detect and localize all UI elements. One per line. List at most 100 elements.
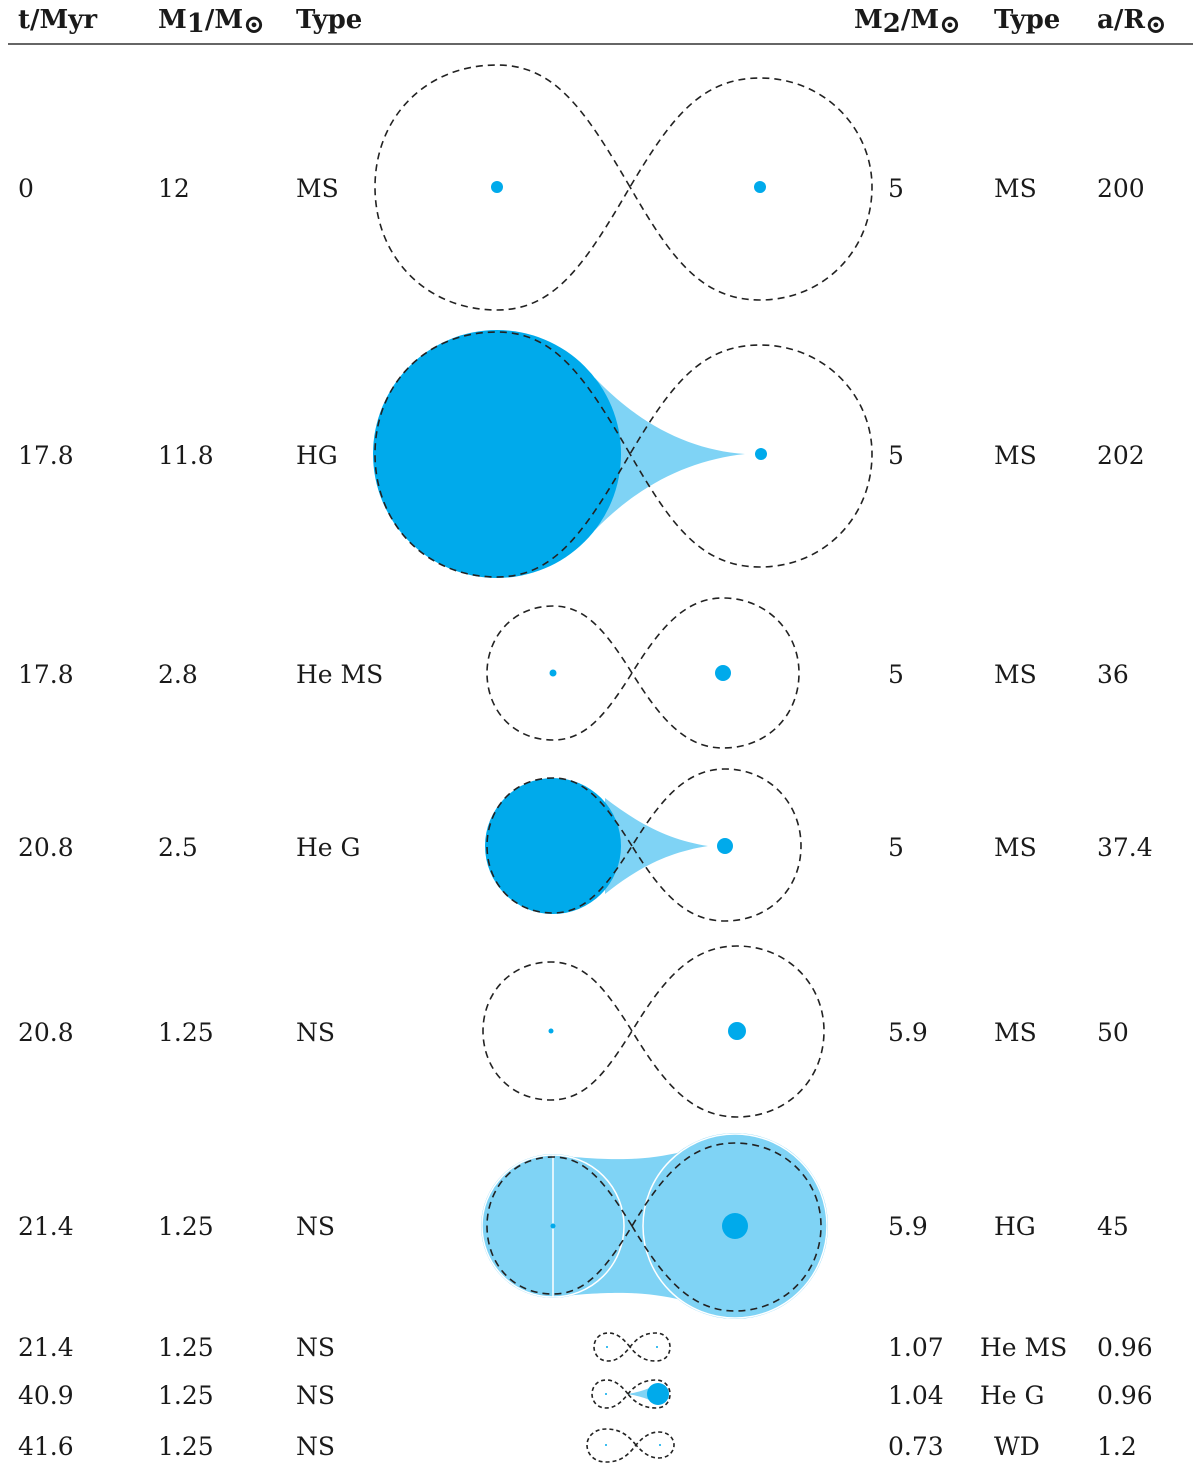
cell-type2: WD bbox=[994, 1432, 1040, 1461]
binary-system-diagram bbox=[481, 1133, 828, 1319]
row-9: 41.6 1.25 NS 0.73 WD 1.2 bbox=[18, 1428, 1137, 1463]
envelope-boundary bbox=[642, 1133, 828, 1319]
cell-type1: He MS bbox=[296, 660, 383, 689]
cell-type1: NS bbox=[296, 1018, 335, 1047]
cell-m1: 11.8 bbox=[158, 441, 214, 470]
cell-time: 20.8 bbox=[18, 1018, 74, 1047]
cell-type1: NS bbox=[296, 1212, 335, 1241]
cell-time: 20.8 bbox=[18, 833, 74, 862]
binary-system-diagram bbox=[482, 945, 825, 1118]
roche-lobe-outline bbox=[586, 1428, 675, 1463]
primary-star bbox=[549, 669, 557, 677]
binary-system-diagram bbox=[586, 1428, 675, 1463]
primary-star bbox=[605, 1444, 607, 1446]
cell-m1: 1.25 bbox=[158, 1333, 214, 1362]
cell-m2: 5.9 bbox=[888, 1018, 928, 1047]
binary-system-diagram bbox=[485, 768, 802, 922]
secondary-star bbox=[722, 1213, 748, 1239]
roche-lobe-outline bbox=[486, 597, 800, 749]
secondary-star bbox=[755, 448, 767, 460]
cell-time: 41.6 bbox=[18, 1432, 74, 1461]
header-m2: M2/M⊙ bbox=[854, 5, 961, 40]
cell-type2: MS bbox=[994, 1018, 1037, 1047]
cell-type2: HG bbox=[994, 1212, 1036, 1241]
cell-m1: 1.25 bbox=[158, 1212, 214, 1241]
roche-lobe-outline bbox=[486, 768, 802, 922]
cell-m2: 0.73 bbox=[888, 1432, 944, 1461]
cell-type2: MS bbox=[994, 833, 1037, 862]
binary-system-diagram bbox=[593, 1332, 671, 1362]
cell-m1: 1.25 bbox=[158, 1018, 214, 1047]
primary-star bbox=[491, 181, 503, 193]
secondary-star bbox=[647, 1383, 669, 1405]
cell-type2: He MS bbox=[980, 1333, 1067, 1362]
secondary-star bbox=[715, 665, 731, 681]
roche-lobe-outline bbox=[374, 64, 873, 311]
row-8: 40.9 1.25 NS 1.04 He G 0.96 bbox=[18, 1379, 1153, 1410]
binary-system-diagram bbox=[486, 597, 800, 749]
binary-system-diagram bbox=[374, 64, 873, 311]
header-m1: M1/M⊙ bbox=[158, 5, 265, 40]
cell-separation: 202 bbox=[1097, 441, 1145, 470]
cell-m2: 5 bbox=[888, 174, 904, 203]
binary-system-diagram bbox=[591, 1379, 671, 1409]
header-time: t/Myr bbox=[18, 5, 97, 35]
header-type2: Type bbox=[994, 5, 1060, 35]
cell-m2: 1.07 bbox=[888, 1333, 944, 1362]
cell-m1: 2.5 bbox=[158, 833, 198, 862]
roche-lobe-outline bbox=[486, 1142, 822, 1312]
secondary-star bbox=[656, 1346, 658, 1348]
cell-m1: 1.25 bbox=[158, 1432, 214, 1461]
primary-star bbox=[548, 1028, 554, 1034]
cell-type1: NS bbox=[296, 1333, 335, 1362]
roche-lobe-outline bbox=[482, 945, 825, 1118]
cell-time: 0 bbox=[18, 174, 34, 203]
row-4: 20.8 2.5 He G 5 MS 37.4 bbox=[18, 768, 1153, 922]
mass-transfer-stream bbox=[595, 378, 745, 530]
cell-time: 17.8 bbox=[18, 441, 74, 470]
primary-star bbox=[606, 1346, 608, 1348]
mass-transfer-stream bbox=[605, 798, 708, 894]
cell-type1: MS bbox=[296, 174, 339, 203]
cell-time: 17.8 bbox=[18, 660, 74, 689]
roche-lobe-outline bbox=[593, 1332, 671, 1362]
cell-separation: 36 bbox=[1097, 660, 1129, 689]
cell-time: 40.9 bbox=[18, 1381, 74, 1410]
cell-m1: 12 bbox=[158, 174, 190, 203]
cell-m1: 1.25 bbox=[158, 1381, 214, 1410]
cell-m2: 5 bbox=[888, 660, 904, 689]
row-2: 17.8 11.8 HG 5 MS 202 bbox=[18, 330, 1145, 578]
cell-type2: MS bbox=[994, 174, 1037, 203]
cell-type2: MS bbox=[994, 660, 1037, 689]
row-3: 17.8 2.8 He MS 5 MS 36 bbox=[18, 597, 1129, 749]
cell-separation: 0.96 bbox=[1097, 1381, 1153, 1410]
roche-lobe-outline bbox=[374, 331, 873, 578]
cell-separation: 1.2 bbox=[1097, 1432, 1137, 1461]
secondary-star bbox=[754, 181, 766, 193]
cell-separation: 37.4 bbox=[1097, 833, 1153, 862]
primary-star bbox=[550, 1223, 556, 1229]
row-6: 21.4 1.25 NS 5.9 HG 45 bbox=[18, 1133, 1129, 1319]
cell-separation: 200 bbox=[1097, 174, 1145, 203]
cell-time: 21.4 bbox=[18, 1333, 74, 1362]
cell-separation: 50 bbox=[1097, 1018, 1129, 1047]
cell-type1: HG bbox=[296, 441, 338, 470]
secondary-star bbox=[717, 838, 733, 854]
roche-lobe-outline bbox=[591, 1379, 671, 1409]
primary-star bbox=[373, 330, 621, 578]
binary-system-diagram bbox=[373, 330, 873, 578]
header-separation: a/R⊙ bbox=[1097, 5, 1167, 40]
cell-m2: 5.9 bbox=[888, 1212, 928, 1241]
cell-m1: 2.8 bbox=[158, 660, 198, 689]
header-type1: Type bbox=[296, 5, 362, 35]
table-header: t/Myr M1/M⊙ Type M2/M⊙ Type a/R⊙ bbox=[8, 5, 1193, 45]
cell-type1: NS bbox=[296, 1381, 335, 1410]
cell-type2: MS bbox=[994, 441, 1037, 470]
mass-transfer-stream bbox=[626, 1387, 652, 1401]
cell-time: 21.4 bbox=[18, 1212, 74, 1241]
cell-type2: He G bbox=[980, 1381, 1045, 1410]
secondary-star bbox=[659, 1444, 661, 1446]
row-7: 21.4 1.25 NS 1.07 He MS 0.96 bbox=[18, 1332, 1153, 1362]
cell-type1: He G bbox=[296, 833, 361, 862]
